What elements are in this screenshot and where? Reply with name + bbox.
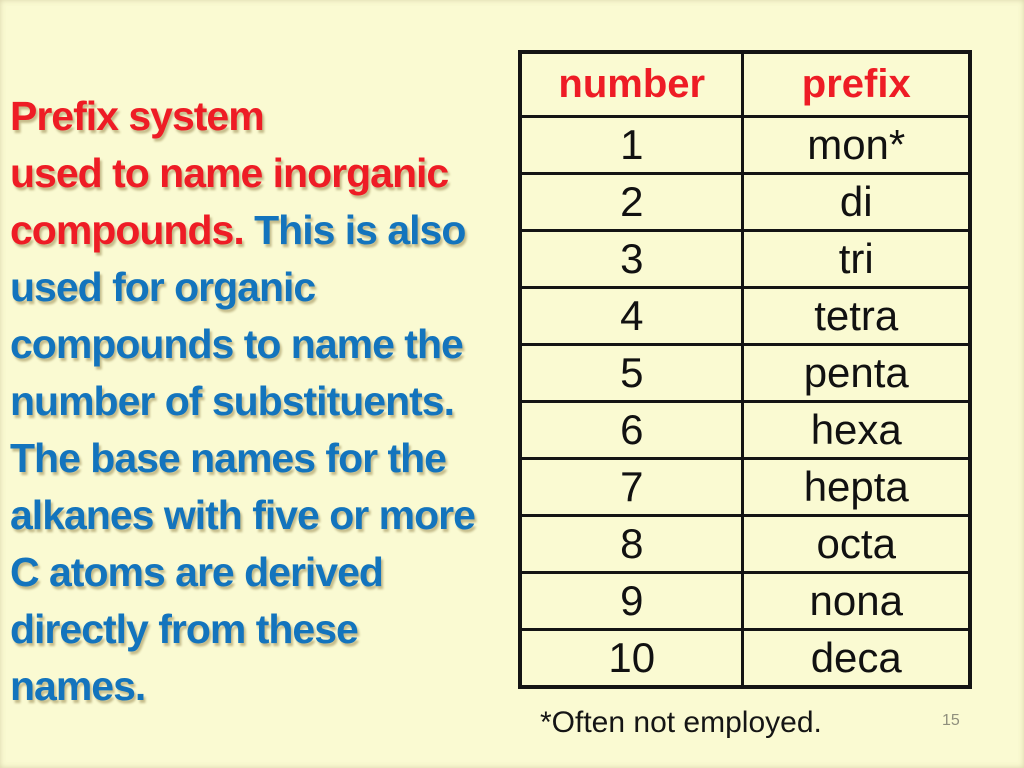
text-line: used for organic xyxy=(10,259,516,316)
text-line: names. xyxy=(10,658,516,715)
text-line: used to name inorganic xyxy=(10,145,516,202)
cell-prefix: di xyxy=(741,172,972,232)
text-segment: compounds. xyxy=(10,207,255,253)
text-line: C atoms are derived xyxy=(10,544,516,601)
text-segment: alkanes with five or more xyxy=(10,492,476,538)
text-segment: number of substituents. xyxy=(10,378,455,424)
text-segment: used for organic xyxy=(10,264,316,310)
text-segment: compounds to name the xyxy=(10,321,464,367)
cell-prefix: penta xyxy=(741,343,972,403)
text-line: number of substituents. xyxy=(10,373,516,430)
table-row: 5 penta xyxy=(518,343,972,403)
cell-prefix: hexa xyxy=(741,400,972,460)
text-line: alkanes with five or more xyxy=(10,487,516,544)
text-line: Prefix system xyxy=(10,88,516,145)
table-row: 4 tetra xyxy=(518,286,972,346)
table-row: 2 di xyxy=(518,172,972,232)
column-header-number: number xyxy=(518,50,745,118)
slide-page-number: 15 xyxy=(942,712,960,729)
cell-number: 1 xyxy=(518,115,745,175)
text-segment: names. xyxy=(10,663,146,709)
cell-number: 8 xyxy=(518,514,745,574)
cell-number: 6 xyxy=(518,400,745,460)
cell-prefix: tri xyxy=(741,229,972,289)
table-row: 7 hepta xyxy=(518,457,972,517)
text-segment: directly from these xyxy=(10,606,359,652)
table-row: 1 mon* xyxy=(518,115,972,175)
table-row: 3 tri xyxy=(518,229,972,289)
text-segment: This is also xyxy=(254,207,466,253)
text-line: compounds to name the xyxy=(10,316,516,373)
cell-prefix: hepta xyxy=(741,457,972,517)
table-row: 10 deca xyxy=(518,628,972,689)
text-segment: C atoms are derived xyxy=(10,549,384,595)
text-segment: used to name inorganic xyxy=(10,150,449,196)
cell-number: 5 xyxy=(518,343,745,403)
table-row: 8 octa xyxy=(518,514,972,574)
cell-number: 9 xyxy=(518,571,745,631)
table-row: 9 nona xyxy=(518,571,972,631)
text-segment: The base names for the xyxy=(10,435,447,481)
table-header-row: number prefix xyxy=(518,50,972,118)
cell-number: 2 xyxy=(518,172,745,232)
prefix-table: number prefix 1 mon* 2 di 3 tri 4 tetra xyxy=(518,50,972,689)
cell-prefix: nona xyxy=(741,571,972,631)
cell-prefix: deca xyxy=(741,628,972,689)
cell-number: 4 xyxy=(518,286,745,346)
cell-number: 3 xyxy=(518,229,745,289)
table-row: 6 hexa xyxy=(518,400,972,460)
text-line: directly from these xyxy=(10,601,516,658)
column-header-prefix: prefix xyxy=(741,50,972,118)
cell-prefix: mon* xyxy=(741,115,972,175)
footnote: *Often not employed. xyxy=(540,706,822,739)
text-line: compounds. This is also xyxy=(10,202,516,259)
text-line: The base names for the xyxy=(10,430,516,487)
body-text-block: Prefix system used to name inorganic com… xyxy=(10,88,516,715)
cell-prefix: tetra xyxy=(741,286,972,346)
cell-number: 10 xyxy=(518,628,745,689)
cell-number: 7 xyxy=(518,457,745,517)
cell-prefix: octa xyxy=(741,514,972,574)
text-segment: Prefix system xyxy=(10,93,265,139)
